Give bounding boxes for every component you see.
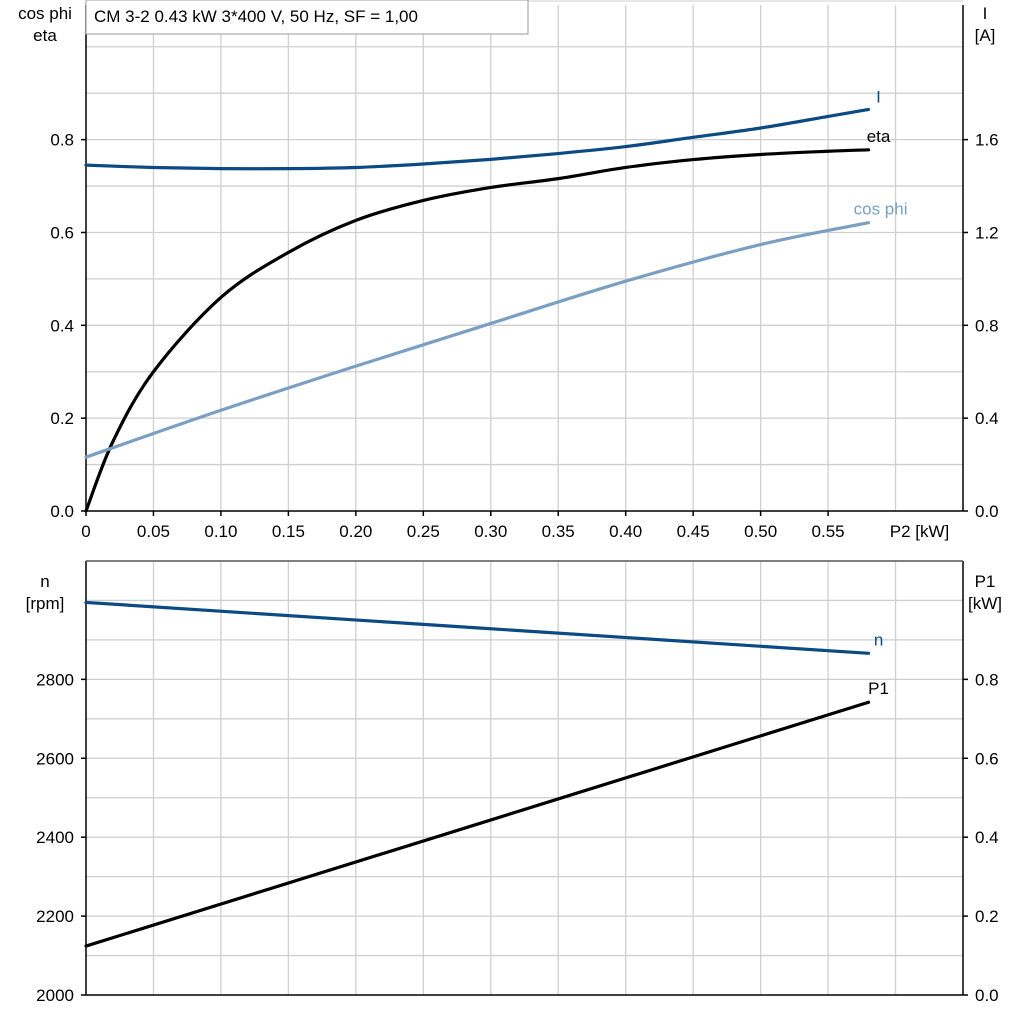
left-axis-label: [rpm] (26, 594, 65, 613)
left-axis-label: cos phi (18, 4, 72, 23)
x-tick-label: 0.15 (272, 522, 305, 541)
series-label-eta: eta (867, 127, 891, 146)
x-tick-label: 0.25 (407, 522, 440, 541)
chart-title: CM 3-2 0.43 kW 3*400 V, 50 Hz, SF = 1,00 (94, 7, 418, 26)
right-axis-label: P1 (975, 572, 996, 591)
left-tick-label: 0.2 (50, 409, 74, 428)
x-tick-label: 0.30 (474, 522, 507, 541)
left-tick-label: 2800 (36, 670, 74, 689)
left-axis-label: eta (33, 26, 57, 45)
series-label-n: n (874, 630, 883, 649)
left-tick-label: 0.6 (50, 223, 74, 242)
right-tick-label: 0.0 (975, 986, 999, 1005)
x-tick-label: 0 (81, 522, 90, 541)
right-axis-label: I (983, 4, 988, 23)
right-tick-label: 0.4 (975, 828, 999, 847)
x-tick-label: 0.10 (204, 522, 237, 541)
series-label-p1: P1 (868, 679, 889, 698)
x-tick-label: 0.50 (744, 522, 777, 541)
title-box (85, 0, 529, 35)
right-tick-label: 0.8 (975, 670, 999, 689)
series-line-cos-phi (84, 221, 871, 459)
series-line-eta (84, 148, 871, 513)
x-tick-label: 0.20 (339, 522, 372, 541)
series-line-n (84, 600, 871, 655)
right-tick-label: 0.8 (975, 316, 999, 335)
series-label-i: I (876, 87, 881, 106)
right-tick-label: 1.6 (975, 131, 999, 150)
series-line-i (84, 107, 871, 171)
left-tick-label: 0.8 (50, 131, 74, 150)
x-tick-label: 0.40 (609, 522, 642, 541)
x-tick-label: 0.35 (542, 522, 575, 541)
series-label-cos-phi: cos phi (854, 200, 908, 219)
left-tick-label: 2200 (36, 907, 74, 926)
right-axis-label: [kW] (968, 594, 1002, 613)
right-tick-label: 0.6 (975, 749, 999, 768)
right-tick-label: 0.0 (975, 502, 999, 521)
left-tick-label: 2400 (36, 828, 74, 847)
left-tick-label: 2000 (36, 986, 74, 1005)
x-axis-label: P2 [kW] (890, 522, 950, 541)
left-axis-label: n (40, 572, 49, 591)
x-tick-label: 0.05 (137, 522, 170, 541)
right-axis-label: [A] (975, 26, 996, 45)
right-tick-label: 1.2 (975, 223, 999, 242)
x-tick-label: 0.45 (677, 522, 710, 541)
series-line-p1 (84, 700, 871, 948)
left-tick-label: 2600 (36, 749, 74, 768)
left-tick-label: 0.0 (50, 502, 74, 521)
right-tick-label: 0.4 (975, 409, 999, 428)
left-tick-label: 0.4 (50, 316, 74, 335)
x-tick-label: 0.55 (812, 522, 845, 541)
right-tick-label: 0.2 (975, 907, 999, 926)
